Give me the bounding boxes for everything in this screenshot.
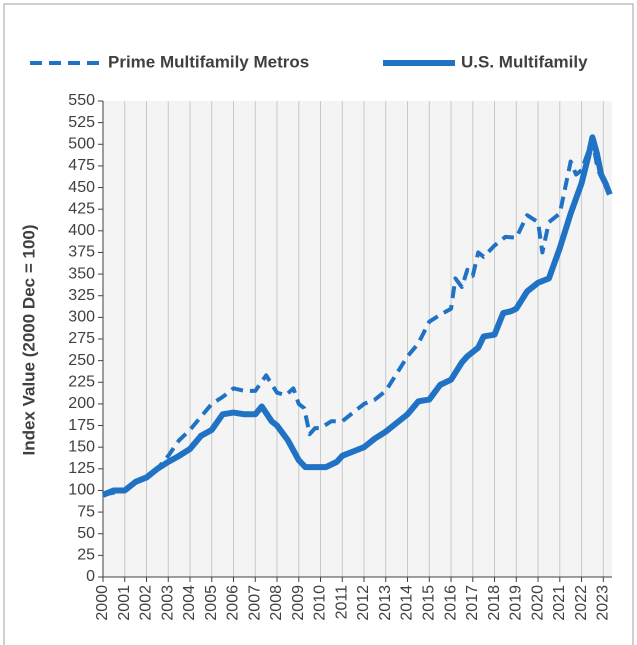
y-tick-label: 475 — [68, 157, 95, 174]
x-tick-label: 2002 — [138, 585, 155, 621]
x-tick-label: 2001 — [116, 585, 133, 621]
y-tick-label: 0 — [86, 568, 95, 585]
y-tick-label: 450 — [68, 179, 95, 196]
legend-label: U.S. Multifamily — [461, 52, 588, 71]
y-tick-label: 225 — [68, 373, 95, 390]
y-tick-label: 250 — [68, 352, 95, 369]
y-tick-label: 275 — [68, 330, 95, 347]
y-tick-label: 350 — [68, 265, 95, 282]
x-tick-label: 2014 — [399, 585, 416, 621]
y-tick-label: 100 — [68, 482, 95, 499]
y-tick-label: 325 — [68, 287, 95, 304]
x-tick-label: 2003 — [159, 585, 176, 621]
chart-frame — [3, 3, 634, 645]
y-tick-label: 175 — [68, 417, 95, 434]
x-tick-label: 2007 — [246, 585, 263, 621]
x-tick-label: 2011 — [333, 585, 350, 620]
y-tick-label: 25 — [77, 547, 95, 564]
x-tick-label: 2005 — [203, 585, 220, 621]
x-tick-label: 2000 — [94, 585, 111, 621]
series-line — [101, 134, 613, 498]
y-tick-label: 525 — [68, 114, 95, 131]
x-tick-label: 2016 — [442, 585, 459, 621]
x-tick-label: 2009 — [290, 585, 307, 621]
y-tick-label: 500 — [68, 135, 95, 152]
y-tick-label: 400 — [68, 222, 95, 239]
y-tick-label: 200 — [68, 395, 95, 412]
y-tick-label: 300 — [68, 309, 95, 326]
y-tick-label: 550 — [68, 92, 95, 109]
x-tick-label: 2004 — [181, 585, 198, 621]
y-tick-label: 125 — [68, 460, 95, 477]
legend-label: Prime Multifamily Metros — [108, 52, 309, 71]
x-tick-label: 2022 — [573, 585, 590, 621]
y-tick-label: 375 — [68, 244, 95, 261]
x-tick-label: 2017 — [464, 585, 481, 621]
x-tick-label: 2008 — [268, 585, 285, 621]
x-tick-label: 2012 — [355, 585, 372, 621]
series-line — [102, 137, 612, 497]
x-tick-label: 2010 — [312, 585, 329, 621]
x-tick-label: 2013 — [377, 585, 394, 621]
y-axis-label: Index Value (2000 Dec = 100) — [19, 224, 38, 455]
y-tick-label: 425 — [68, 200, 95, 217]
plot-area — [103, 101, 612, 577]
x-tick-label: 2006 — [225, 585, 242, 621]
x-tick-label: 2021 — [551, 585, 568, 621]
y-tick-label: 75 — [77, 503, 95, 520]
x-tick-label: 2015 — [421, 585, 438, 621]
y-tick-label: 50 — [77, 525, 95, 542]
x-tick-label: 2023 — [595, 585, 612, 621]
x-tick-label: 2020 — [529, 585, 546, 621]
y-tick-label: 150 — [68, 438, 95, 455]
x-tick-label: 2018 — [486, 585, 503, 621]
x-tick-label: 2019 — [508, 585, 525, 621]
